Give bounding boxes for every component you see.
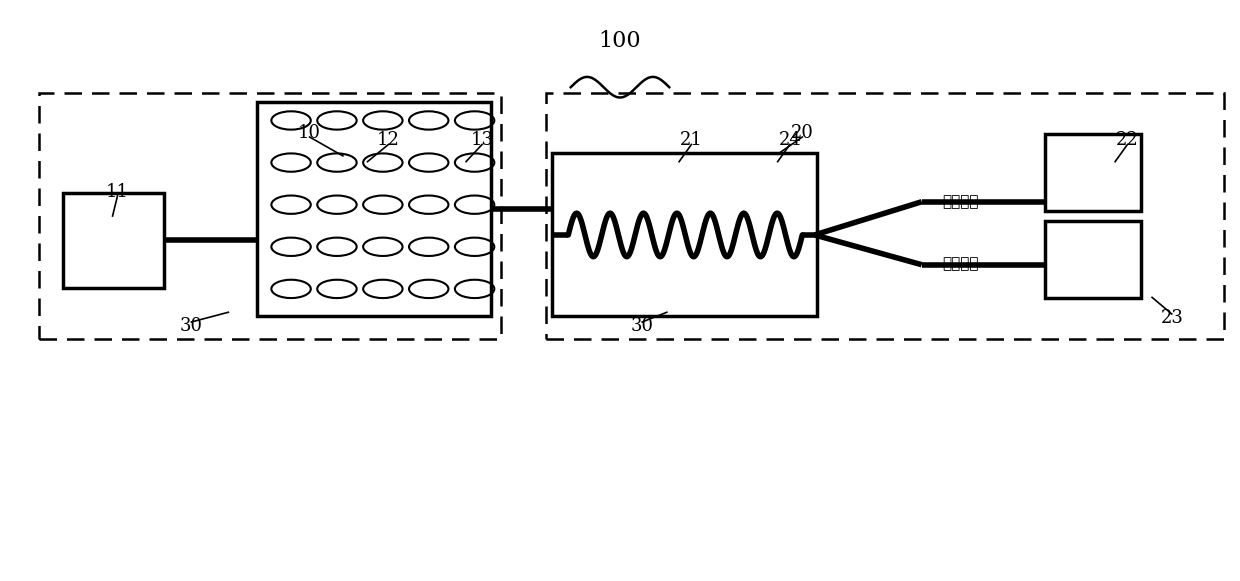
Text: 21: 21	[680, 131, 703, 149]
Text: 血浆出口: 血浆出口	[942, 256, 980, 271]
Text: 12: 12	[377, 131, 399, 149]
Text: 22: 22	[1116, 131, 1138, 149]
Text: 废液出口: 废液出口	[942, 194, 980, 209]
Text: 11: 11	[105, 183, 129, 201]
Text: 10: 10	[298, 124, 321, 142]
Text: 30: 30	[180, 317, 203, 335]
Text: 13: 13	[470, 131, 494, 149]
Text: 23: 23	[1161, 309, 1183, 327]
Text: 30: 30	[631, 317, 653, 335]
Text: 24: 24	[779, 131, 801, 149]
Text: 20: 20	[791, 124, 813, 142]
Text: 100: 100	[599, 30, 641, 52]
